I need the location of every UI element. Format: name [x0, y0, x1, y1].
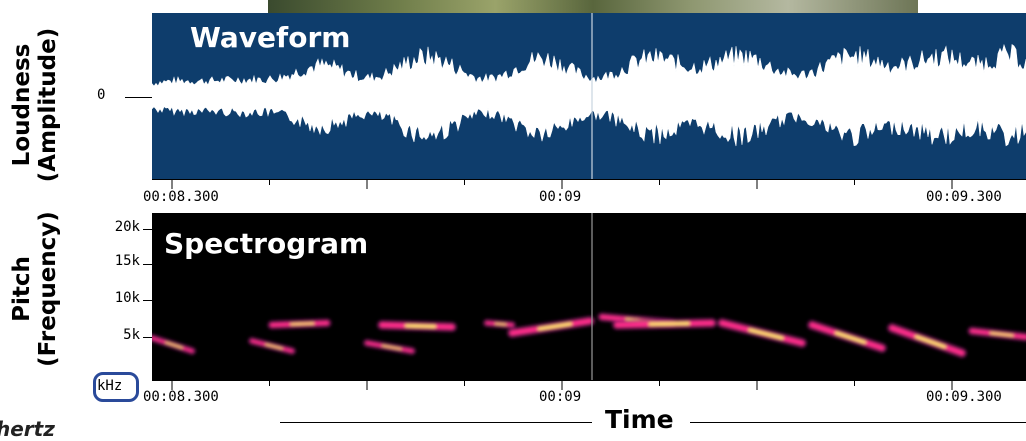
- spectrogram-tick-mark-10k: [143, 300, 152, 301]
- time-axis-1-line: [152, 179, 1026, 180]
- spectrogram-tick-mark-20k: [143, 229, 152, 230]
- time-axis-title: Time: [605, 405, 674, 434]
- spectrogram-chirp-peak: [165, 341, 183, 349]
- time-axis-1-tick-label-0: 00:08.300: [143, 189, 219, 205]
- waveform-panel: Waveform: [152, 13, 1026, 179]
- spectrogram-y-tick-5k: 5k: [123, 327, 140, 343]
- spectrogram-chirp-peak: [405, 324, 436, 328]
- time-axis-2-tick-label-0: 00:08.300: [143, 389, 219, 405]
- spectrogram-tick-mark-5k: [143, 337, 152, 338]
- spectrogram-y-tick-10k: 10k: [114, 290, 140, 306]
- photo-strip: [268, 0, 918, 14]
- time-axis-1-ticks: [171, 179, 953, 189]
- spectrogram-chirp-peak: [537, 322, 572, 331]
- spectrogram-title: Spectrogram: [164, 227, 369, 260]
- time-axis-2-tick-label-2: 00:09.300: [926, 389, 1002, 405]
- khz-unit-label: kHz: [97, 378, 123, 394]
- time-axis-1-tick-label-1: 00:09: [539, 189, 582, 205]
- spectrogram-chirp-peak: [989, 332, 1014, 337]
- waveform-plot: [152, 13, 1026, 179]
- khz-unit-highlight: [93, 372, 139, 402]
- spectrogram-chirp-peak: [748, 328, 784, 340]
- time-axis-2-ticks: [171, 380, 953, 390]
- spectrogram-chirp-peak: [835, 331, 866, 344]
- waveform-zero-label: 0: [97, 87, 106, 103]
- spectrogram-plot: [152, 213, 1026, 380]
- waveform-y-axis-label: Loudness (Amplitude): [9, 27, 61, 183]
- time-label-right-rule: [690, 422, 1026, 423]
- spectrogram-chirp-peak: [265, 343, 283, 350]
- hertz-label: hertz: [0, 417, 55, 441]
- spectrogram-chirp-peak: [382, 345, 402, 350]
- waveform-title: Waveform: [190, 21, 351, 54]
- time-axis-1-tick-label-2: 00:09.300: [926, 189, 1002, 205]
- spectrogram-chirp-peak: [915, 335, 946, 349]
- spectrogram-chirp-peak: [290, 322, 315, 326]
- time-label-left-rule: [280, 422, 592, 423]
- spectrogram-y-tick-20k: 20k: [114, 219, 140, 235]
- time-axis-2-tick-label-1: 00:09: [539, 389, 582, 405]
- spectrogram-chirp-peak: [495, 322, 507, 326]
- waveform-signal: [152, 43, 1026, 147]
- waveform-zero-tick: [125, 97, 152, 98]
- spectrogram-y-axis-label: Pitch (Frequency): [9, 211, 61, 367]
- spectrogram-panel: Spectrogram: [152, 213, 1026, 380]
- spectrogram-tick-mark-15k: [143, 264, 152, 265]
- time-axis-2-line: [152, 380, 1026, 381]
- spectrogram-y-tick-15k: 15k: [114, 253, 140, 269]
- spectrogram-chirp-peak: [648, 322, 690, 326]
